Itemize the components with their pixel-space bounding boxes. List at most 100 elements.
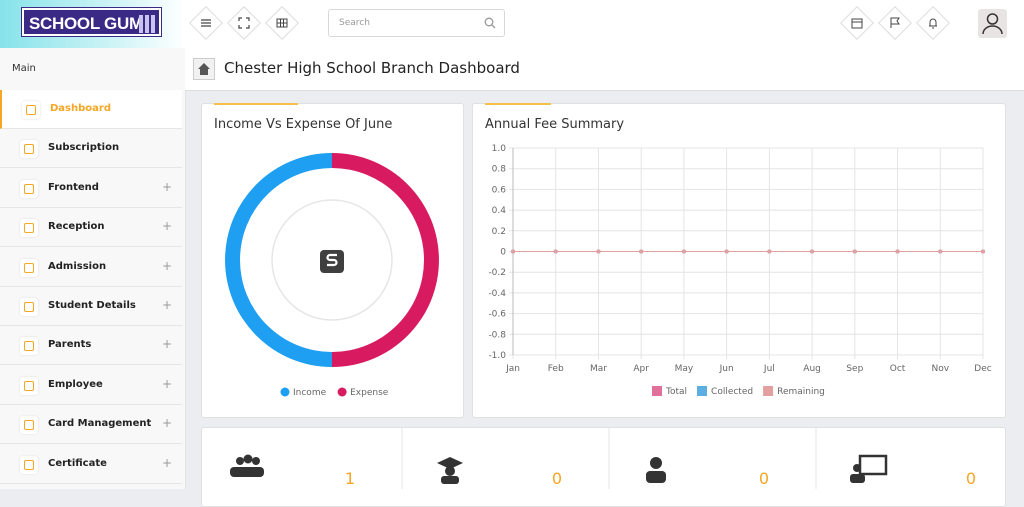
y-tick-label: -0.2 [488, 268, 506, 278]
sidebar-item[interactable]: Student Details + [0, 287, 182, 326]
sidebar-section: Main [12, 63, 36, 74]
logo[interactable]: SCHOOL GUM [21, 7, 162, 37]
sidebar-label: Reception [48, 221, 105, 233]
data-point [596, 249, 601, 254]
sidebar-label: Parents [48, 339, 92, 351]
legend-label: Remaining [777, 387, 825, 397]
y-tick-label: -1.0 [488, 351, 506, 361]
x-tick-label: Feb [548, 364, 564, 374]
legend-swatch [337, 387, 347, 397]
sidebar-label: Card Management [48, 418, 152, 430]
user-avatar[interactable] [978, 9, 1007, 38]
fee-chart-title: Annual Fee Summary [485, 117, 625, 132]
fullscreen-button[interactable] [227, 6, 261, 40]
sidebar-item[interactable]: Reception + [0, 208, 182, 248]
sidebar-item[interactable]: Parents + [0, 326, 182, 366]
sidebar-item[interactable]: Card Management + [0, 405, 182, 445]
legend-label: Total [665, 387, 687, 397]
legend-swatch [280, 387, 290, 397]
search-icon [484, 17, 496, 29]
doughnut-center [271, 199, 393, 321]
sidebar-icon [20, 140, 38, 159]
grid-button[interactable] [265, 6, 299, 40]
top-bar: SCHOOL GUM Search [0, 0, 1024, 49]
sidebar-label: Frontend [48, 181, 99, 193]
y-tick-label: 0.2 [492, 227, 506, 237]
sidebar-icon [20, 455, 38, 474]
x-tick-label: Jun [719, 364, 734, 374]
stat-value: 0 [552, 469, 562, 488]
notification-button[interactable] [916, 6, 950, 40]
stat-value: 0 [966, 469, 976, 488]
x-tick-label: Dec [974, 364, 991, 374]
sidebar-icon [20, 376, 38, 395]
sidebar-icon [22, 101, 40, 119]
sidebar-label: Certificate [48, 457, 107, 469]
stat-icons [230, 454, 888, 484]
search-placeholder: Search [339, 18, 370, 28]
sidebar: Main Dashboard Subscription Frontend + Recep… [0, 48, 186, 489]
sidebar-icon [20, 337, 38, 356]
expand-icon: + [162, 455, 173, 470]
x-tick-label: May [675, 364, 694, 374]
income-chart-title: Income Vs Expense Of June [214, 117, 393, 132]
data-point [639, 249, 644, 254]
y-tick-label: -0.8 [488, 330, 506, 340]
logo-area: SCHOOL GUM [0, 0, 185, 48]
x-tick-label: Oct [890, 364, 906, 374]
data-point [553, 249, 558, 254]
x-tick-label: Jul [763, 364, 775, 374]
menu-button[interactable] [189, 6, 223, 40]
y-tick-label: 0.6 [492, 185, 507, 195]
doughnut-segment [332, 153, 439, 367]
charts-layer: Income Expense 1.0 0.8 0.6 0.4 0.2 0 -0.2 -0.4 -0.… [225, 144, 992, 489]
sidebar-item[interactable]: Employee + [0, 366, 182, 405]
page-title: Chester High School Branch Dashboard [224, 59, 520, 77]
y-tick-label: 0.8 [492, 165, 507, 175]
calendar-button[interactable] [840, 6, 874, 40]
sidebar-icon [20, 179, 38, 198]
data-point [681, 249, 686, 254]
expand-icon: + [162, 298, 173, 312]
y-tick-label: -0.4 [488, 289, 506, 299]
data-point [852, 249, 857, 254]
stat-value: 0 [759, 469, 769, 488]
sidebar-icon [20, 258, 38, 277]
logo-text: SCHOOL GUM [29, 14, 143, 33]
data-point [724, 249, 729, 254]
legend-swatch [697, 386, 708, 396]
sidebar-item[interactable]: Dashboard [0, 90, 182, 129]
expand-icon: + [162, 416, 173, 431]
sidebar-item[interactable]: Certificate + [0, 445, 182, 484]
title-bar: Chester High School Branch Dashboard [185, 48, 1024, 91]
legend-label: Expense [350, 388, 389, 398]
search-box[interactable]: Search [328, 9, 505, 37]
stat-value: 1 [345, 469, 355, 488]
x-tick-label: Aug [803, 364, 821, 374]
x-tick-label: Mar [590, 364, 607, 374]
sidebar-item[interactable]: Admission + [0, 248, 182, 287]
sidebar-item[interactable]: Subscription [0, 129, 182, 169]
logo-bars [137, 14, 155, 42]
fee-card: Annual Fee Summary [472, 103, 1006, 418]
flag-button[interactable] [878, 6, 912, 40]
data-point [767, 249, 772, 254]
expand-icon: + [162, 337, 173, 352]
sidebar-label: Admission [48, 260, 107, 272]
sidebar-item[interactable]: Frontend + [0, 169, 182, 208]
sidebar-label: Dashboard [50, 103, 111, 114]
x-tick-label: Nov [931, 364, 949, 374]
expand-icon: + [162, 376, 173, 391]
data-point [895, 249, 900, 254]
home-icon[interactable] [193, 58, 215, 80]
doughnut-segment [225, 153, 332, 367]
expand-icon: + [162, 219, 173, 234]
data-point [981, 249, 985, 254]
y-tick-label: 0 [500, 248, 506, 258]
expand-icon: + [162, 179, 173, 194]
y-tick-label: 1.0 [492, 144, 507, 154]
data-point [810, 249, 815, 254]
sidebar-label: Subscription [48, 142, 120, 154]
legend-swatch [763, 386, 774, 396]
data-point [938, 249, 943, 254]
